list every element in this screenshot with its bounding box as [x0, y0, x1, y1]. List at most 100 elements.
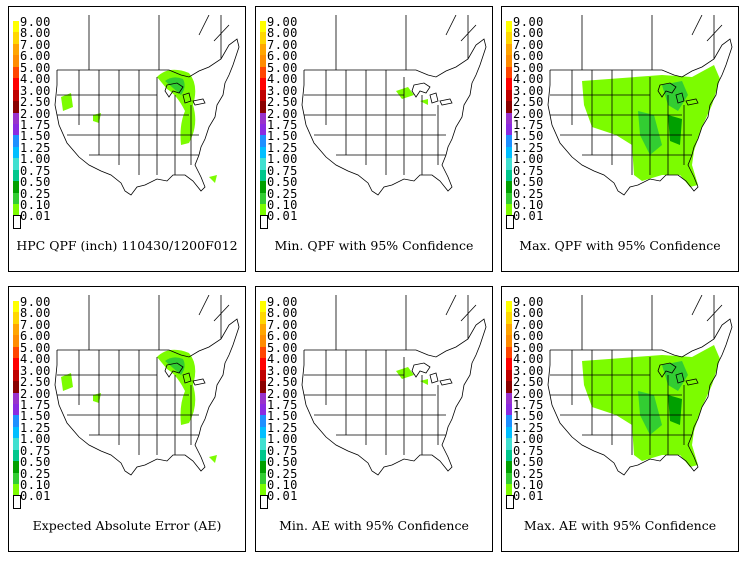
- legend-swatch: [260, 215, 268, 229]
- legend-swatch: [260, 392, 266, 404]
- legend-label: 4.00: [20, 72, 51, 87]
- legend-label: 0.50: [513, 175, 544, 190]
- legend-swatch: [13, 78, 19, 90]
- legend-swatch: [13, 335, 19, 347]
- precip-area: [209, 175, 217, 183]
- legend-swatch: [506, 89, 512, 102]
- legend-swatch: [506, 484, 512, 496]
- legend-swatch: [13, 312, 19, 324]
- precip-area: [157, 349, 196, 425]
- legend-swatch: [506, 335, 512, 347]
- legend-swatch: [260, 192, 266, 204]
- legend-row: 9.00: [11, 16, 69, 33]
- legend-label: 9.00: [20, 295, 51, 309]
- legend-label: 1.50: [513, 129, 544, 144]
- legend-row: 7.00: [11, 319, 69, 336]
- legend-row: 1.00: [258, 433, 316, 450]
- legend-label: 0.10: [513, 198, 544, 212]
- legend-swatch: [13, 449, 19, 462]
- map-panel-6: 9.00 8.00 7.00 6.00 5.00 4.00 3.00 2.50 2.00 1.75…: [501, 286, 739, 552]
- legend-label: 2.50: [267, 375, 298, 390]
- legend-label: 4.00: [20, 352, 51, 367]
- legend-label: 1.00: [267, 432, 298, 447]
- legend-swatch: [506, 381, 512, 393]
- legend-row: 5.00: [258, 62, 316, 79]
- panel-caption: Max. AE with 95% Confidence: [523, 518, 717, 533]
- legend-label: 2.50: [513, 95, 544, 110]
- panel-caption: Min. AE with 95% Confidence: [279, 518, 469, 533]
- map-panel-4: 9.00 8.00 7.00 6.00 5.00 4.00 3.00 2.50 2.00 1.75…: [8, 286, 246, 552]
- legend-label: 0.50: [267, 175, 298, 190]
- legend-swatch: [13, 381, 19, 393]
- legend-row: 0.10: [11, 479, 69, 496]
- legend-swatch: [13, 89, 19, 102]
- precip-area: [61, 93, 73, 111]
- legend-label: 6.00: [20, 329, 51, 344]
- legend-label: 3.00: [267, 83, 298, 98]
- legend-row: 2.50: [504, 376, 562, 393]
- us-map: [301, 15, 487, 196]
- legend-label: 3.00: [513, 363, 544, 378]
- map-panel-2: 9.00 8.00 7.00 6.00 5.00 4.00 3.00 2.50 2.00 1.75…: [255, 6, 493, 272]
- legend-label: 1.25: [267, 420, 298, 435]
- legend-row: 0.25: [11, 468, 69, 484]
- legend-swatch: [260, 169, 266, 182]
- legend-swatch: [13, 426, 19, 439]
- legend-label: 1.75: [267, 397, 298, 412]
- color-legend: 9.00 8.00 7.00 6.00 5.00 4.00 3.00 2.50 2.00 1.75…: [504, 296, 562, 509]
- legend-label: 1.50: [267, 409, 298, 424]
- legend-label: 3.00: [20, 83, 51, 98]
- us-map: [547, 295, 733, 476]
- state-outlines: [547, 295, 733, 476]
- legend-swatch: [13, 323, 19, 336]
- legend-label: 6.00: [513, 329, 544, 344]
- legend-label: 2.50: [20, 95, 51, 110]
- legend-row: 3.00: [258, 85, 316, 102]
- legend-label: 0.01: [20, 489, 51, 504]
- legend-label: 9.00: [20, 15, 51, 29]
- legend-row: 0.50: [11, 456, 69, 473]
- legend-label: 1.25: [267, 140, 298, 155]
- legend-label: 2.00: [267, 106, 298, 121]
- legend-label: 0.01: [513, 489, 544, 504]
- legend-label: 0.25: [20, 466, 51, 481]
- legend-swatch: [260, 78, 266, 90]
- legend-row: 1.50: [11, 130, 69, 147]
- legend-label: 5.00: [513, 340, 544, 355]
- legend-label: 0.25: [20, 186, 51, 201]
- precip-area: [209, 455, 217, 463]
- legend-row: 0.10: [504, 479, 562, 496]
- legend-swatch: [260, 21, 266, 33]
- legend-row: 8.00: [504, 27, 562, 44]
- legend-row: 1.75: [11, 399, 69, 416]
- legend-swatch: [13, 158, 19, 170]
- legend-row: 0.50: [504, 176, 562, 193]
- legend-row: 1.50: [504, 130, 562, 147]
- legend-swatch: [506, 438, 512, 450]
- legend-swatch: [506, 78, 512, 90]
- legend-swatch: [13, 123, 19, 136]
- legend-row: 1.25: [11, 422, 69, 439]
- legend-label: 6.00: [267, 329, 298, 344]
- legend-swatch: [260, 55, 266, 67]
- legend-swatch: [260, 358, 266, 370]
- legend-row: 9.00: [504, 296, 562, 313]
- legend-label: 1.50: [20, 409, 51, 424]
- legend-swatch: [260, 403, 266, 416]
- legend-swatch: [13, 438, 19, 450]
- legend-label: 0.25: [267, 466, 298, 481]
- legend-row: 1.75: [258, 119, 316, 136]
- legend-label: 6.00: [20, 49, 51, 64]
- legend-swatch: [260, 438, 266, 450]
- legend-swatch: [260, 89, 266, 102]
- legend-row: 0.75: [504, 165, 562, 182]
- precip-area: [396, 367, 414, 379]
- legend-label: 0.10: [267, 198, 298, 212]
- legend-row: 9.00: [11, 296, 69, 313]
- legend-row: 0.01: [11, 490, 69, 509]
- legend-row: 0.25: [504, 468, 562, 484]
- legend-swatch: [260, 415, 266, 427]
- legend-label: 2.50: [513, 375, 544, 390]
- color-legend: 9.00 8.00 7.00 6.00 5.00 4.00 3.00 2.50 2.00 1.75…: [504, 16, 562, 229]
- legend-row: 0.10: [11, 199, 69, 216]
